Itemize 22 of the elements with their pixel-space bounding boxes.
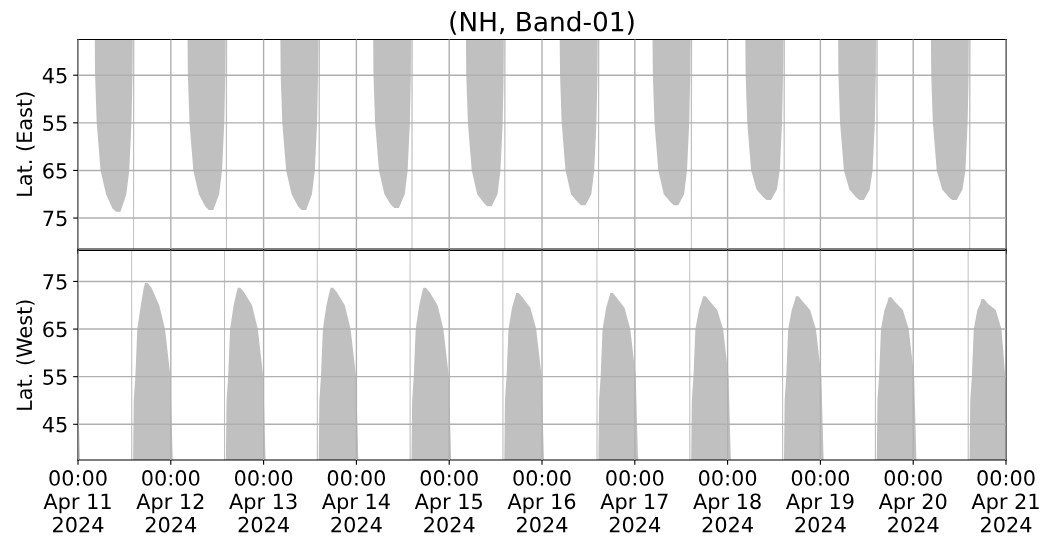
chart-title: (NH, Band-01) [450,11,634,35]
y-tick-label: 65 [43,321,67,338]
x-tick-label: 00:00 Apr 15 2024 [414,470,482,533]
x-tick-label: 00:00 Apr 20 2024 [878,470,947,533]
x-tick-label: 00:00 Apr 21 2024 [971,470,1039,533]
y-tick-label: 45 [42,67,67,84]
x-tick-label: 00:00 Apr 14 2024 [321,470,390,533]
y-tick-label: 75 [43,210,67,227]
x-tick-label: 00:00 Apr 16 2024 [507,470,576,533]
y-tick-label: 75 [43,274,67,290]
x-tick-label: 00:00 Apr 18 2024 [693,470,761,533]
y-tick-label: 45 [42,417,67,433]
y-tick-label: 55 [43,115,67,132]
x-tick-label: 00:00 Apr 12 2024 [136,470,204,533]
x-tick-label: 00:00 Apr 17 2024 [600,470,668,533]
x-tick-label: 00:00 Apr 13 2024 [229,470,297,533]
x-tick-label: 00:00 Apr 19 2024 [785,470,854,533]
y-tick-label: 65 [43,162,67,179]
x-tick-label: 00:00 Apr 11 2024 [43,470,111,533]
y-tick-label: 55 [43,369,67,385]
y-axis-title: Lat. (East) [16,92,35,196]
y-axis-title: Lat. (West) [16,300,35,410]
